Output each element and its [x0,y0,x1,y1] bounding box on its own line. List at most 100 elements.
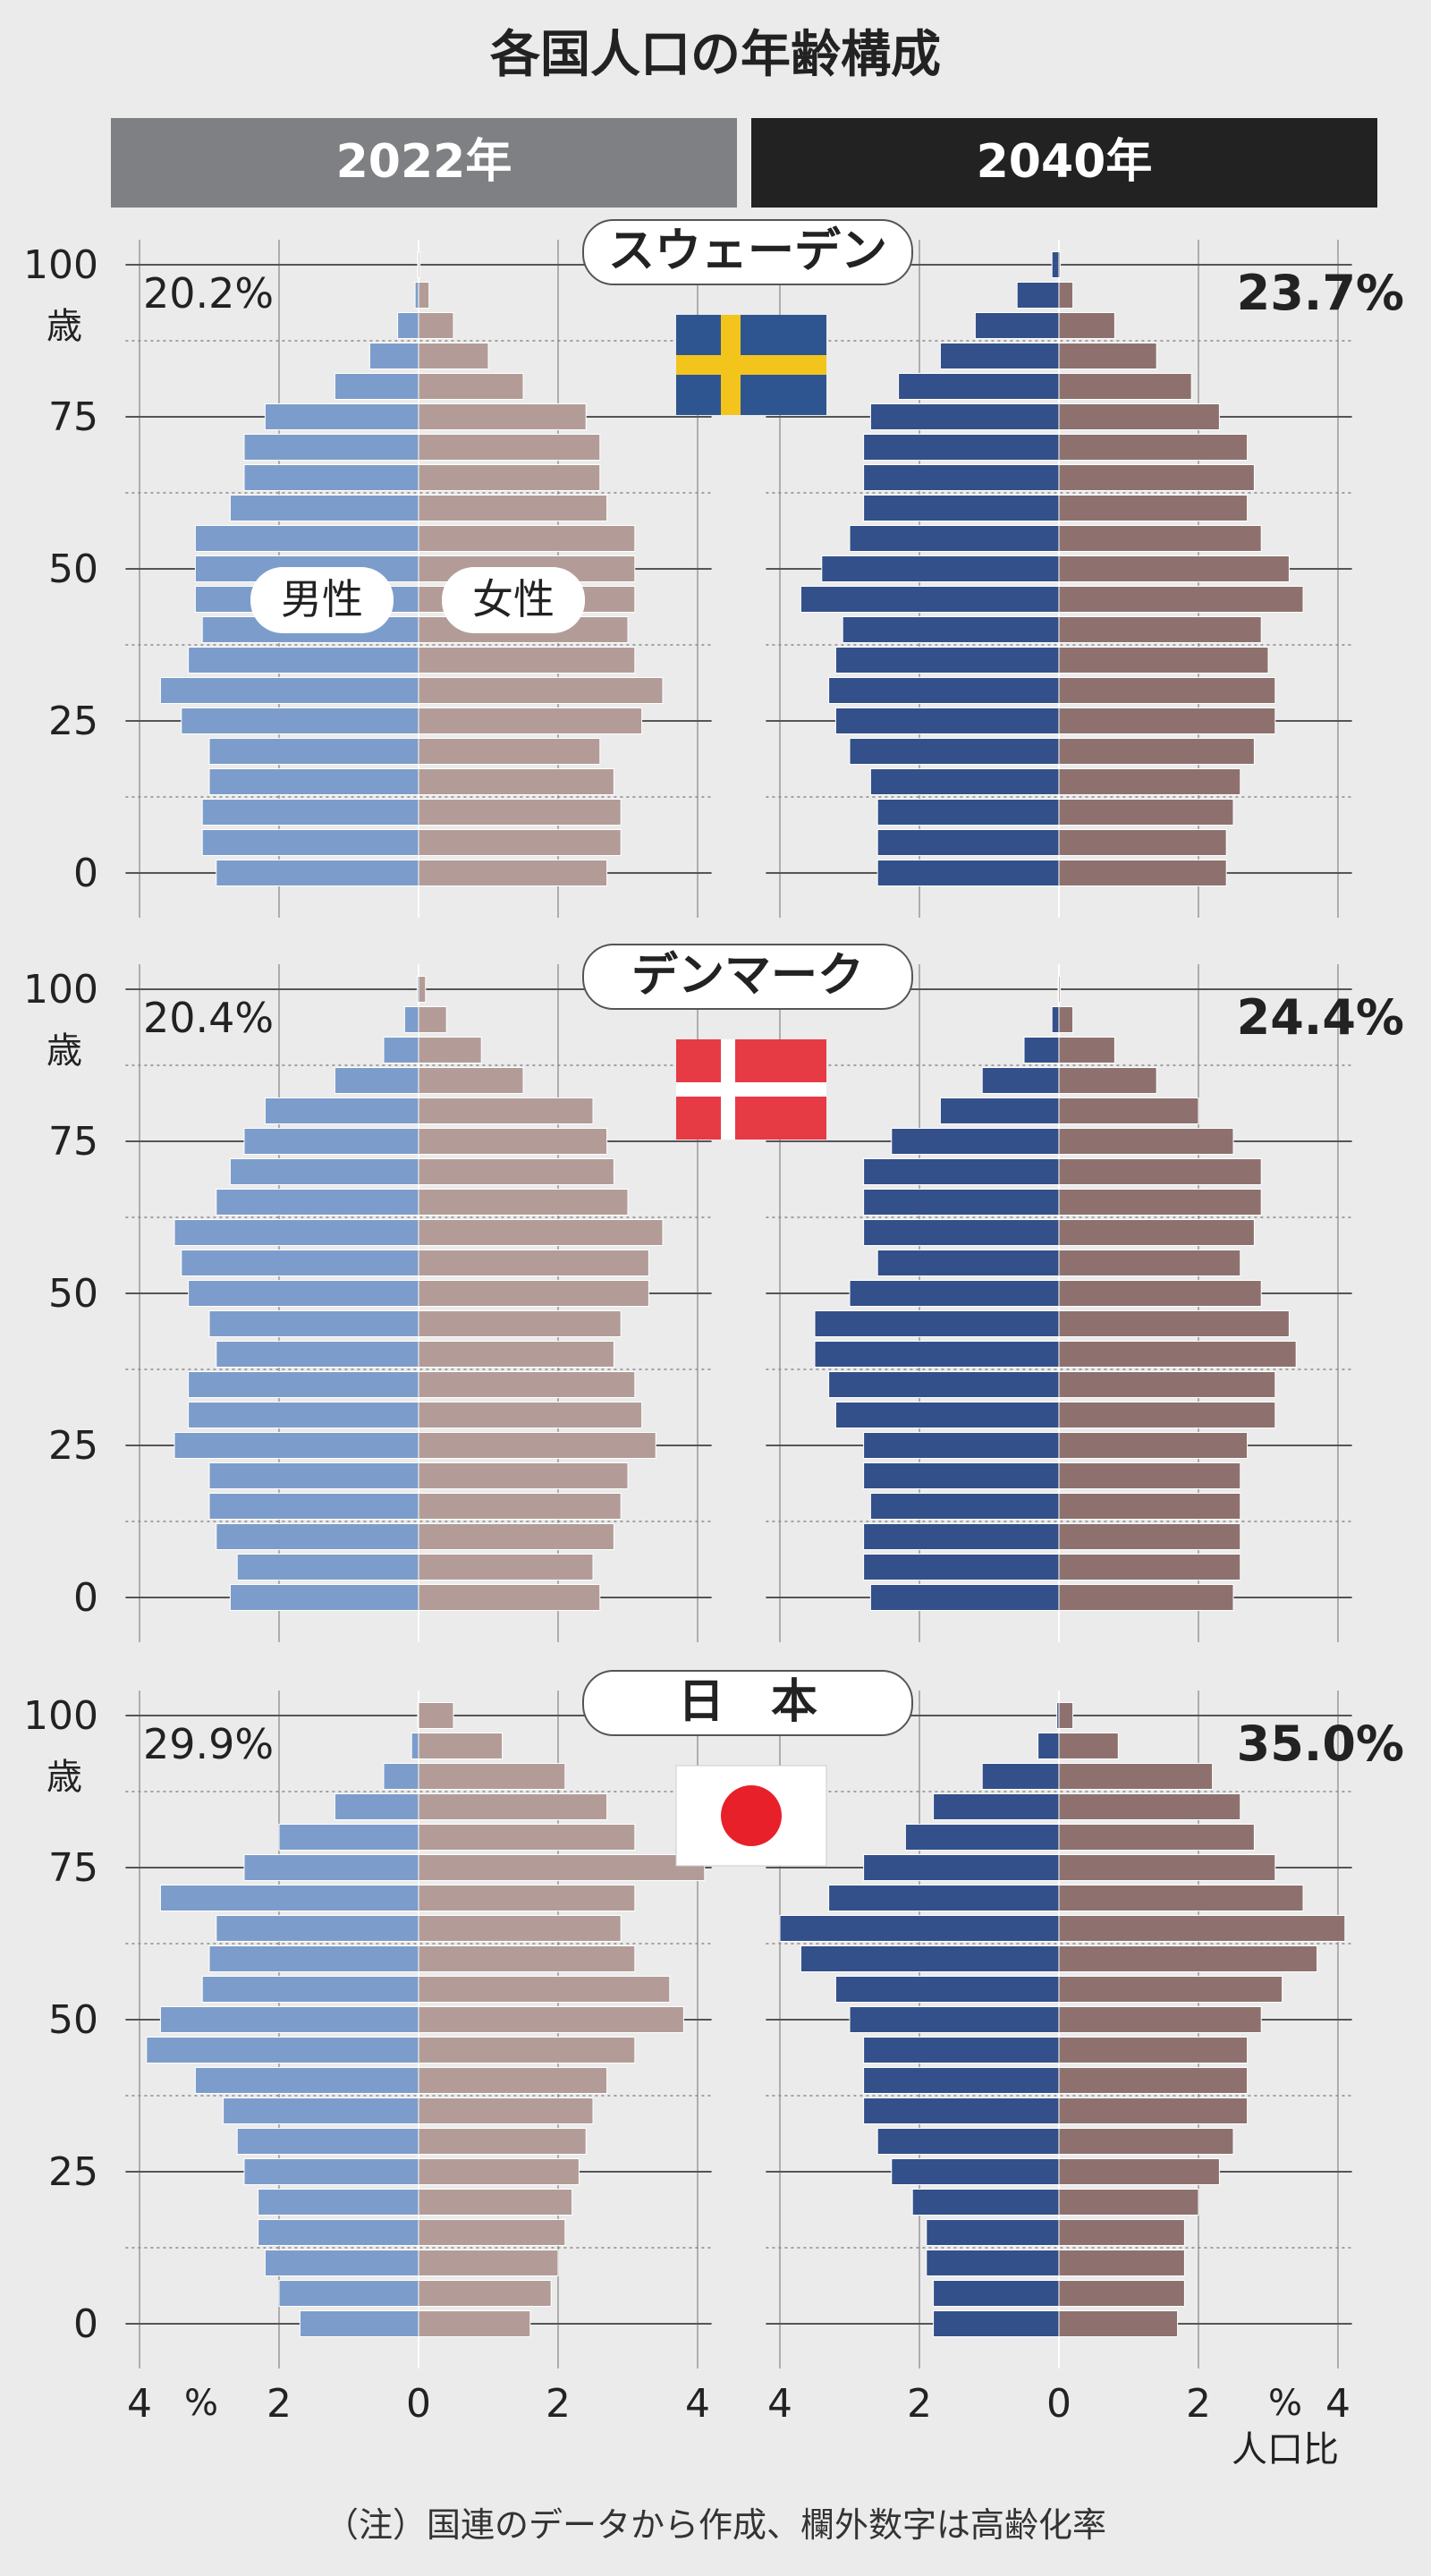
sex-label-male: 男性 [281,575,363,623]
bar-female [1058,799,1234,826]
bar-female [418,860,608,886]
bar-female [418,434,601,461]
flag-sun [721,1785,782,1846]
bar-female [418,2006,684,2033]
bar-male [243,2158,419,2185]
bar-male [863,464,1060,491]
y-axis: 0 25 50 75 100 歳 [23,967,98,1621]
bar-female [418,1341,614,1368]
bar-male [863,2097,1060,2124]
y-tick-label: 25 [48,1423,98,1469]
bar-female [1058,1310,1290,1337]
bar-male [904,1824,1060,1851]
bar-male [264,1097,419,1124]
bar-male [334,373,419,400]
bar-male [842,616,1060,643]
bar-male [933,2310,1060,2337]
y-tick-label: 100 [23,1693,98,1739]
bar-male [814,1341,1060,1368]
bar-female [1058,1189,1262,1216]
bar-male [849,1280,1060,1307]
bar-male [876,2128,1060,2155]
bar-male [264,403,419,430]
aging-rate-2040: 24.4% [1237,989,1404,1046]
bar-male [863,2037,1060,2063]
x-tick-label: 2 [267,2381,292,2427]
y-tick-label: 50 [48,1271,98,1317]
bar-female [1058,1915,1346,1942]
bar-female [1058,1341,1297,1368]
bar-male [933,1793,1060,1820]
bar-male [208,1462,419,1489]
sweden-flag-icon [676,315,826,415]
bar-female [418,2219,566,2246]
sex-label-female: 女性 [472,575,555,623]
bar-female [418,738,601,765]
bar-female [418,1280,649,1307]
bar-male [981,1067,1060,1094]
bars [174,976,1297,1611]
bar-female [418,829,622,856]
bar-male [216,1341,419,1368]
bar-male [834,1402,1060,1428]
bar-male [159,1885,419,1911]
bar-male [334,1067,419,1094]
bar-female [1058,1371,1276,1398]
y-tick-label: 25 [48,699,98,744]
x-unit-label: % [1268,2383,1302,2424]
bar-male [891,1128,1060,1155]
bar-male [834,708,1060,734]
bar-male [828,1371,1060,1398]
bar-female [1058,2219,1185,2246]
bar-female [418,464,601,491]
bar-female [1058,829,1227,856]
country-label: デンマーク [582,944,913,1010]
bar-female [418,1523,614,1550]
bar-male [208,1945,419,1972]
y-tick-label: 25 [48,2149,98,2195]
y-tick-label: 0 [73,1575,98,1621]
bar-female [1058,1462,1241,1489]
bar-female [418,1128,608,1155]
bar-male [208,738,419,765]
bar-female [418,495,608,521]
bar-female [1058,2128,1234,2155]
bar-female [418,251,421,278]
bar-male [208,1493,419,1520]
bar-female [418,1432,656,1459]
flag-cross-horizontal [676,355,826,375]
y-tick-label: 75 [48,1845,98,1891]
aging-rate-2040: 23.7% [1237,265,1404,321]
bar-female [1058,2280,1185,2307]
bar-male [243,1854,419,1881]
bar-female [418,1158,614,1185]
bar-female [1058,2158,1220,2185]
bar-female [418,677,664,704]
japan-flag-icon [675,1765,827,1867]
bar-male [863,1432,1060,1459]
bar-female [418,1219,664,1246]
bar-male [201,829,419,856]
bar-male [403,1006,419,1033]
bar-female [1058,1219,1255,1246]
bar-female [1058,1128,1234,1155]
bar-male [188,1402,419,1428]
bar-male [869,403,1060,430]
bar-male [869,1493,1060,1520]
bar-male [368,343,419,369]
y-tick-label: 50 [48,547,98,592]
bar-male [939,1097,1060,1124]
country-label-bg [582,1670,913,1736]
country-name: スウェーデン [608,225,887,278]
bar-female [418,2280,552,2307]
bar-male [201,1976,419,2003]
bar-male [159,2006,419,2033]
bar-female [418,1097,594,1124]
bar-male [863,1462,1060,1489]
bar-male [1023,1037,1060,1063]
bar-male [223,2097,419,2124]
bar-female [1058,2250,1185,2276]
bar-male [258,2189,419,2216]
bar-male [863,1854,1060,1881]
bar-female [418,2037,636,2063]
